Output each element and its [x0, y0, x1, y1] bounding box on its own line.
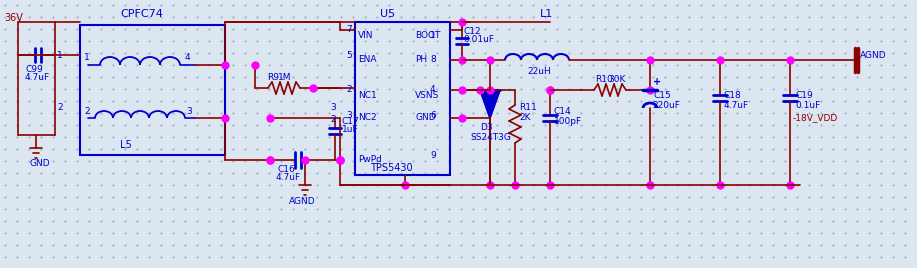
Text: CPFC74: CPFC74: [120, 9, 163, 19]
Text: U5: U5: [380, 9, 395, 19]
Text: C15: C15: [654, 91, 672, 99]
Text: 30K: 30K: [608, 76, 625, 84]
Text: L5: L5: [120, 140, 132, 150]
Text: 6: 6: [430, 110, 436, 120]
Text: 3: 3: [186, 107, 192, 117]
Text: PwPd: PwPd: [358, 155, 381, 165]
Text: 1: 1: [430, 31, 436, 39]
Text: 4.7uF: 4.7uF: [25, 73, 50, 83]
Text: GND: GND: [415, 114, 436, 122]
Text: PH: PH: [415, 55, 427, 65]
Text: C14: C14: [554, 107, 571, 117]
Text: AGND: AGND: [860, 50, 887, 59]
Text: TPS5430: TPS5430: [370, 163, 413, 173]
Text: AGND: AGND: [289, 198, 315, 207]
Text: 1: 1: [84, 54, 90, 62]
Text: L1: L1: [540, 9, 553, 19]
Text: C17: C17: [342, 117, 359, 126]
Text: VIN: VIN: [358, 31, 373, 39]
Text: NC1: NC1: [358, 91, 377, 99]
Text: 2: 2: [346, 85, 351, 95]
Text: R9: R9: [267, 73, 279, 83]
Text: R11: R11: [519, 102, 536, 111]
Text: 5: 5: [346, 50, 352, 59]
Text: 3: 3: [330, 103, 336, 113]
Text: R10: R10: [595, 76, 613, 84]
Polygon shape: [480, 90, 500, 118]
Text: C18: C18: [724, 91, 742, 99]
Text: 7: 7: [346, 25, 352, 35]
Text: C16: C16: [278, 166, 296, 174]
Text: 220uF: 220uF: [652, 100, 679, 110]
Text: -18V_VDD: -18V_VDD: [793, 114, 838, 122]
Text: 1uF: 1uF: [342, 125, 359, 135]
Text: SS24T3G: SS24T3G: [470, 133, 511, 143]
Text: 36V: 36V: [4, 13, 23, 23]
Text: 2: 2: [330, 116, 336, 125]
Text: 2: 2: [57, 103, 62, 113]
Text: 2: 2: [84, 107, 90, 117]
Text: D3: D3: [480, 124, 492, 132]
Text: C12: C12: [464, 28, 481, 36]
Text: 8: 8: [430, 55, 436, 65]
Text: NC2: NC2: [358, 114, 377, 122]
Text: 4.7uF: 4.7uF: [724, 100, 749, 110]
Text: 0.01uF: 0.01uF: [463, 35, 494, 44]
Text: 4: 4: [430, 85, 436, 95]
Text: C99: C99: [25, 65, 43, 75]
Text: 4.7uF: 4.7uF: [276, 173, 301, 183]
Text: BOOT: BOOT: [415, 31, 440, 39]
Text: 100pF: 100pF: [554, 117, 582, 126]
Text: 4: 4: [185, 54, 191, 62]
Text: 0.1uF: 0.1uF: [795, 100, 820, 110]
Text: ENA: ENA: [358, 55, 377, 65]
Text: 9: 9: [430, 151, 436, 159]
Text: 1M: 1M: [278, 73, 292, 83]
Text: +: +: [653, 77, 661, 87]
Text: 2K: 2K: [519, 113, 531, 121]
Text: VSNS: VSNS: [415, 91, 439, 99]
Text: GND: GND: [30, 158, 50, 168]
Text: C19: C19: [795, 91, 812, 99]
Text: 1: 1: [57, 50, 62, 59]
Text: 22uH: 22uH: [527, 68, 551, 76]
Text: 3: 3: [346, 110, 352, 120]
